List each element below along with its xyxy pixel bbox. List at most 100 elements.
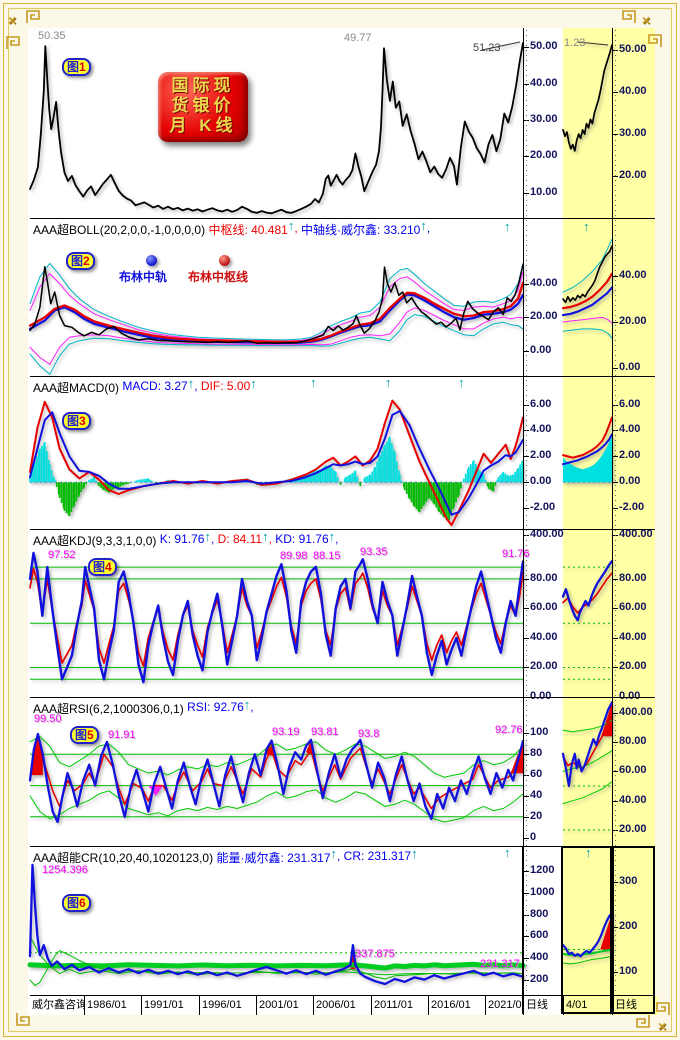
boll-header: AAA超BOLL(20,2,0,0,-1,0,0,0,0) 中枢线: 40.48…	[33, 219, 430, 238]
chart-background	[28, 28, 655, 1014]
kline-axis-tick: 50.00	[530, 40, 558, 52]
kdj-value-label: 97.52	[48, 549, 76, 561]
indicator-value: ↑	[243, 697, 251, 712]
badge-macd[interactable]: 图3	[62, 412, 91, 430]
indicator-value: ↑	[262, 529, 269, 544]
title-line-3: 月 K线	[169, 116, 237, 135]
x-axis-label: 2006/01	[313, 996, 374, 1015]
cr-daily-box	[561, 846, 612, 1014]
boll-pivot-legend-label: 布林中枢线	[188, 270, 249, 284]
timeframe-cell[interactable]: 4/01	[563, 996, 615, 1015]
macd-axis-tick: 2.00	[530, 449, 552, 461]
cr-axis-tick: 1200	[530, 864, 555, 876]
kdj-daily-axis-tick: 20.00	[619, 660, 647, 672]
macd-axis-tick: -2.00	[530, 501, 556, 513]
rsi-axis-tick: 60	[530, 768, 543, 780]
rsi-axis-tick: 40	[530, 789, 543, 801]
rsi-axis-tick: 100	[530, 726, 549, 738]
kline-value-label: 49.77	[344, 32, 372, 44]
cr-daily-axis-tick: 200	[619, 920, 638, 932]
daily-axis-dots	[615, 30, 616, 995]
cr-daily-axis-box	[612, 846, 655, 1014]
x-axis-label: 1986/01	[84, 996, 144, 1015]
indicator-value: AAA超BOLL(20,2,0,0,-1,0,0,0,0)	[33, 223, 209, 237]
cr-plot	[27, 863, 526, 987]
indicator-value: ↑	[330, 846, 338, 861]
boll-mid-legend-ball-icon	[146, 255, 157, 266]
timeframe-cell[interactable]: 日线	[523, 996, 566, 1015]
badge-cr[interactable]: 图6	[62, 894, 91, 912]
indicator-value: CR: 231.317	[343, 849, 412, 863]
macd-daily-axis-tick: 0.00	[619, 475, 641, 487]
close-icon[interactable]: ×	[8, 12, 17, 28]
boll-daily-axis-tick: 0.00	[619, 361, 641, 373]
indicator-value: KD: 91.76	[275, 532, 329, 546]
spiral-ornament-icon	[26, 10, 40, 23]
boll-plot	[28, 262, 525, 375]
boll-mini-plot	[561, 238, 614, 339]
axis-separator	[523, 28, 524, 1014]
cr-box-line	[522, 846, 524, 1014]
badge-rsi[interactable]: 图5	[70, 726, 99, 744]
kdj-value-label: 93.35	[360, 546, 388, 558]
indicator-value: ,	[337, 849, 344, 863]
rsi-daily-axis-tick: 80.00	[619, 735, 647, 747]
macd-axis-tick: 4.00	[530, 423, 552, 435]
macd-plot	[29, 399, 524, 527]
indicator-value: ↑	[187, 376, 195, 391]
rsi-value-label: 93.19	[272, 726, 300, 738]
indicator-value: RSI: 92.76	[187, 700, 244, 714]
boll-daily-axis-tick: 40.00	[619, 269, 647, 281]
rsi-plot	[28, 732, 525, 824]
rsi-header: AAA超RSI(6,2,1000306,0,1) RSI: 92.76↑,	[33, 697, 254, 717]
up-arrow-icon: ↑	[385, 375, 392, 390]
kdj-daily-axis-tick: 80.00	[619, 572, 647, 584]
panel-divider	[30, 846, 655, 847]
indicator-value: AAA超能CR(10,20,40,1020123,0)	[33, 851, 217, 865]
boll-axis-tick: 0.00	[530, 344, 552, 356]
indicator-value: ,	[335, 532, 339, 546]
cr-axis-tick: 200	[530, 973, 549, 985]
up-arrow-icon: ↑	[504, 845, 511, 860]
indicator-value: ,	[250, 700, 254, 714]
close-icon[interactable]: ×	[658, 1018, 667, 1034]
indicator-value: ,	[268, 532, 276, 546]
kline-daily-axis-tick: 40.00	[619, 85, 647, 97]
macd-daily-axis-tick: 6.00	[619, 398, 641, 410]
badge-kdj[interactable]: 图4	[88, 558, 117, 576]
rsi-value-label: 93.8	[358, 728, 380, 740]
indicator-value: AAA超MACD(0)	[33, 381, 123, 395]
kline-mini-plot	[562, 41, 613, 152]
chart-title-button[interactable]: 国际现 货银价 月 K线	[158, 72, 248, 142]
spiral-ornament-icon	[656, 1002, 670, 1015]
kline-daily-axis-tick: 30.00	[619, 127, 647, 139]
panel-divider	[30, 376, 655, 377]
rsi-axis-tick: 20	[530, 810, 543, 822]
kdj-value-label: 91.76	[502, 548, 530, 560]
kdj-value-label: 88.15	[313, 550, 341, 562]
timeframe-cell[interactable]: 日线	[612, 996, 658, 1015]
cr-value-label: 231.317	[480, 958, 520, 970]
rsi-daily-axis-tick: 60.00	[619, 764, 647, 776]
panel-divider	[30, 218, 655, 219]
kdj-axis-tick: 0.00	[530, 690, 552, 702]
rsi-value-label: 93.81	[311, 726, 339, 738]
up-arrow-icon: ↑	[310, 375, 317, 390]
cr-daily-axis-tick: 100	[619, 965, 638, 977]
boll-pivot-legend-ball-icon	[219, 255, 230, 266]
badge-kline[interactable]: 图1	[62, 58, 91, 76]
indicator-value: ↑	[411, 846, 418, 861]
boll-axis-tick: 40.00	[530, 277, 558, 289]
kdj-plot	[28, 551, 525, 684]
indicator-value: ↑	[204, 529, 211, 544]
cr-axis-tick: 800	[530, 908, 549, 920]
rsi-value-label: 99.50	[34, 713, 62, 725]
close-icon[interactable]: ×	[642, 12, 651, 28]
rsi-axis-tick: 80	[530, 747, 543, 759]
macd-axis-tick: 6.00	[530, 398, 552, 410]
kline-value-label: 51.23	[473, 42, 501, 54]
badge-boll[interactable]: 图2	[66, 252, 95, 270]
cr-axis-tick: 600	[530, 929, 549, 941]
indicator-value: D: 84.11	[217, 532, 263, 546]
panel-divider	[30, 697, 655, 698]
